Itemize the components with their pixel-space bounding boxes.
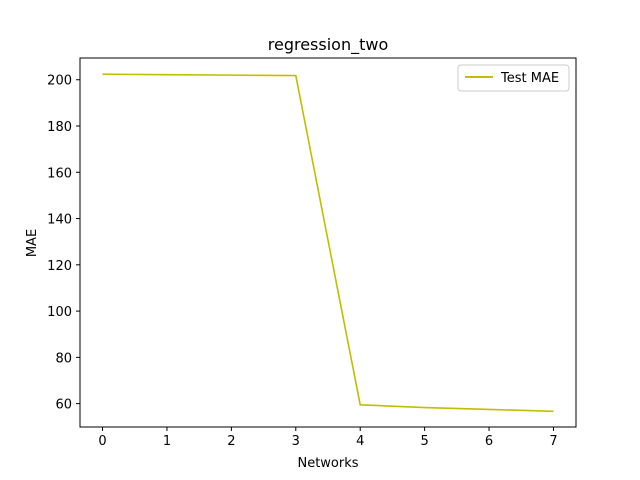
x-tick-label: 0 [98, 434, 106, 449]
legend-box [457, 64, 570, 92]
axes-frame [79, 57, 577, 428]
y-tick-label: 140 [47, 213, 72, 228]
y-tick-label: 100 [47, 305, 72, 320]
series-line-test-mae [102, 73, 554, 413]
legend-label: Test MAE [500, 71, 559, 86]
y-tick-label: 160 [47, 166, 72, 181]
x-axis-label: Networks [297, 456, 358, 471]
x-tick-label: 1 [163, 434, 171, 449]
x-tick-label: 4 [356, 434, 364, 449]
y-axis: 60 80 100 120 140 160 180 200 [47, 74, 80, 413]
x-tick-label: 5 [420, 434, 428, 449]
plot-area [79, 57, 577, 428]
y-tick-label: 120 [47, 259, 72, 274]
y-axis-label: MAE [25, 229, 40, 257]
series-layer [102, 73, 554, 413]
x-tick-label: 3 [292, 434, 300, 449]
y-tick-label: 200 [47, 74, 72, 89]
legend: Test MAE [457, 64, 570, 92]
y-tick-label: 80 [55, 351, 72, 366]
x-tick-label: 7 [549, 434, 557, 449]
y-tick-label: 60 [55, 398, 72, 413]
x-axis: 0 1 2 3 4 5 6 7 [98, 427, 558, 449]
x-tick-label: 6 [485, 434, 493, 449]
y-tick-label: 180 [47, 120, 72, 135]
x-tick-label: 2 [227, 434, 235, 449]
chart-title: regression_two [268, 35, 389, 55]
